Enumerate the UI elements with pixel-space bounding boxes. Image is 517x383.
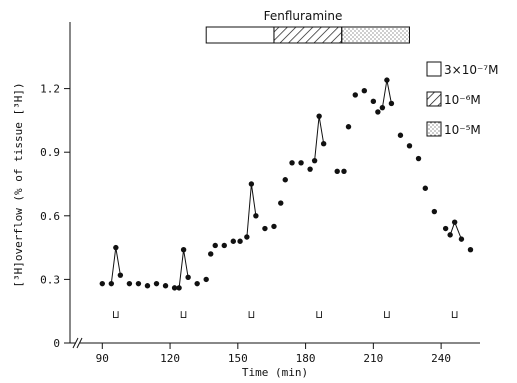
data-point: [311, 157, 318, 164]
drug-application-bar: Fenfluramine: [205, 9, 410, 44]
x-tick-label: 240: [431, 352, 451, 365]
y-axis-title: [³H]overflow (% of tissue [³H]): [12, 82, 25, 287]
drug-period-dotted: [341, 26, 410, 44]
x-tick-label: 120: [160, 352, 180, 365]
spike-lines: [110, 80, 462, 288]
data-point: [117, 272, 124, 278]
data-point: [345, 124, 352, 130]
data-point: [320, 141, 327, 147]
legend-label: 10⁻⁵M: [444, 123, 481, 137]
spike-line: [246, 183, 257, 238]
data-point: [431, 208, 438, 215]
x-tick-label: 90: [96, 352, 109, 365]
drug-label: Fenfluramine: [264, 9, 343, 23]
x-axis-title: Time (min): [242, 366, 308, 379]
data-point: [180, 247, 187, 253]
stimulation-marker: ⊔: [384, 308, 391, 321]
data-point: [384, 77, 390, 83]
y-tick-label: 0.9: [40, 146, 60, 159]
data-point: [341, 168, 347, 174]
data-point: [375, 109, 381, 115]
y-tick-label: 0.3: [40, 273, 60, 286]
data-point: [185, 274, 191, 280]
legend-swatch-open: [426, 61, 442, 77]
data-point: [278, 200, 284, 206]
drug-period-hatched: [273, 26, 343, 44]
x-tick-label: 210: [363, 352, 383, 365]
data-point: [370, 98, 377, 105]
x-axis: 90 120 150 180 210 240: [70, 337, 480, 365]
legend: 3×10⁻⁷M 10⁻⁶M 10⁻⁵M: [426, 61, 498, 137]
data-point: [99, 280, 105, 287]
data-point: [334, 168, 340, 174]
y-tick-label: 0: [53, 337, 60, 350]
data-point: [447, 232, 453, 238]
data-point: [397, 132, 404, 138]
data-point: [388, 100, 395, 107]
data-point: [352, 92, 358, 98]
spike-line: [178, 249, 189, 288]
legend-label: 3×10⁻⁷M: [444, 63, 498, 77]
legend-swatch-dotted: [426, 121, 442, 137]
data-point: [203, 276, 209, 283]
data-point: [208, 251, 214, 257]
stimulation-marker: ⊔: [180, 308, 187, 321]
data-point: [153, 280, 160, 287]
data-point: [316, 113, 322, 119]
data-point: [422, 185, 429, 191]
y-axis: 0 0.3 0.6 0.9 1.2: [40, 22, 71, 350]
data-point: [113, 244, 119, 251]
data-points: [99, 77, 474, 291]
legend-swatch-hatched: [426, 91, 442, 107]
data-point: [307, 166, 313, 172]
data-point: [458, 236, 465, 242]
spike-line: [314, 116, 325, 161]
stimulation-marker: ⊔: [316, 308, 323, 321]
spike-line: [110, 247, 121, 284]
data-point: [282, 177, 288, 183]
data-point: [212, 242, 218, 249]
x-ticks: 90 120 150 180 210 240: [96, 343, 451, 365]
data-point: [253, 213, 259, 219]
data-point: [467, 247, 474, 253]
drug-period-open: [205, 26, 275, 44]
x-tick-label: 150: [228, 352, 248, 365]
data-point: [108, 280, 115, 287]
data-point: [289, 160, 295, 166]
data-point: [176, 285, 182, 291]
data-point: [262, 225, 268, 232]
data-point: [248, 181, 255, 187]
data-point: [271, 223, 277, 230]
data-point: [244, 234, 250, 240]
data-point: [379, 104, 386, 111]
data-point: [451, 219, 458, 225]
data-point: [361, 88, 368, 94]
data-point: [171, 285, 178, 291]
data-point: [126, 280, 133, 287]
data-point: [162, 283, 169, 289]
drug-bars: [205, 26, 410, 44]
stimulation-marker: ⊔: [113, 308, 120, 321]
data-point: [298, 160, 304, 166]
y-tick-label: 0.6: [40, 210, 60, 223]
y-ticks: 0 0.3 0.6 0.9 1.2: [40, 83, 70, 350]
data-point: [194, 280, 200, 287]
data-point: [442, 225, 449, 232]
x-tick-label: 180: [296, 352, 316, 365]
data-point: [135, 280, 142, 287]
data-point: [230, 238, 237, 244]
axis-break-mark: [76, 337, 83, 349]
data-point: [144, 283, 151, 289]
data-point: [221, 242, 227, 249]
data-point: [415, 155, 422, 162]
stimulation-marker: ⊔: [451, 308, 458, 321]
stimulation-marks: ⊔ ⊔ ⊔ ⊔ ⊔ ⊔: [113, 308, 458, 321]
legend-label: 10⁻⁶M: [444, 93, 481, 107]
data-point: [237, 238, 243, 244]
axis-break-mark: [72, 337, 79, 349]
stimulation-marker: ⊔: [248, 308, 255, 321]
data-point: [406, 143, 413, 149]
y-tick-label: 1.2: [40, 83, 60, 96]
